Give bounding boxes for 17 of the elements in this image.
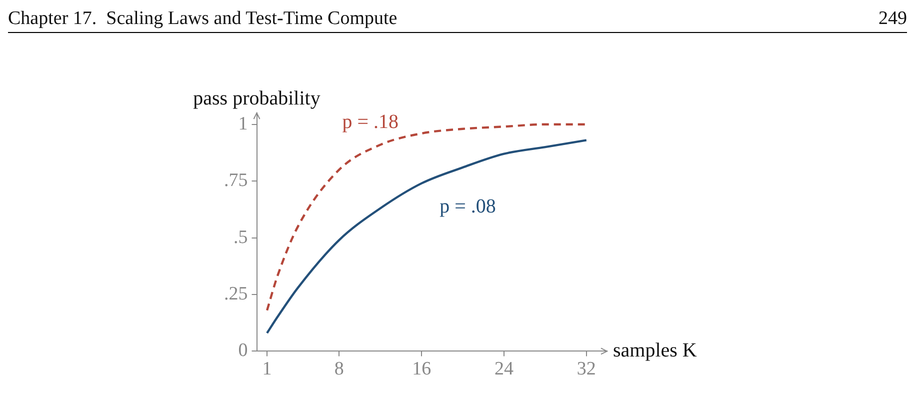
y-tick-label: 1: [238, 113, 248, 134]
y-tick-label: .75: [224, 170, 248, 192]
y-tick-label: 0: [238, 340, 248, 362]
y-tick-label: .5: [234, 226, 248, 248]
x-tick-label: 16: [412, 358, 432, 380]
y-tick-label: .25: [224, 283, 248, 304]
x-tick-label: 24: [494, 358, 514, 380]
text: Chapter 17. Scaling Laws and Test-Time Compute: [8, 8, 398, 30]
series-label: p = .18: [342, 111, 399, 134]
x-axis-title: samples K: [613, 339, 698, 362]
y-axis-title: pass probability: [193, 87, 320, 110]
x-tick-label: 32: [576, 358, 596, 380]
x-tick-label: 1: [262, 358, 272, 380]
text: 249: [878, 8, 907, 30]
line-series: [266, 139, 588, 334]
x-tick-label: 8: [334, 358, 344, 380]
series-label: p = .08: [440, 196, 496, 218]
